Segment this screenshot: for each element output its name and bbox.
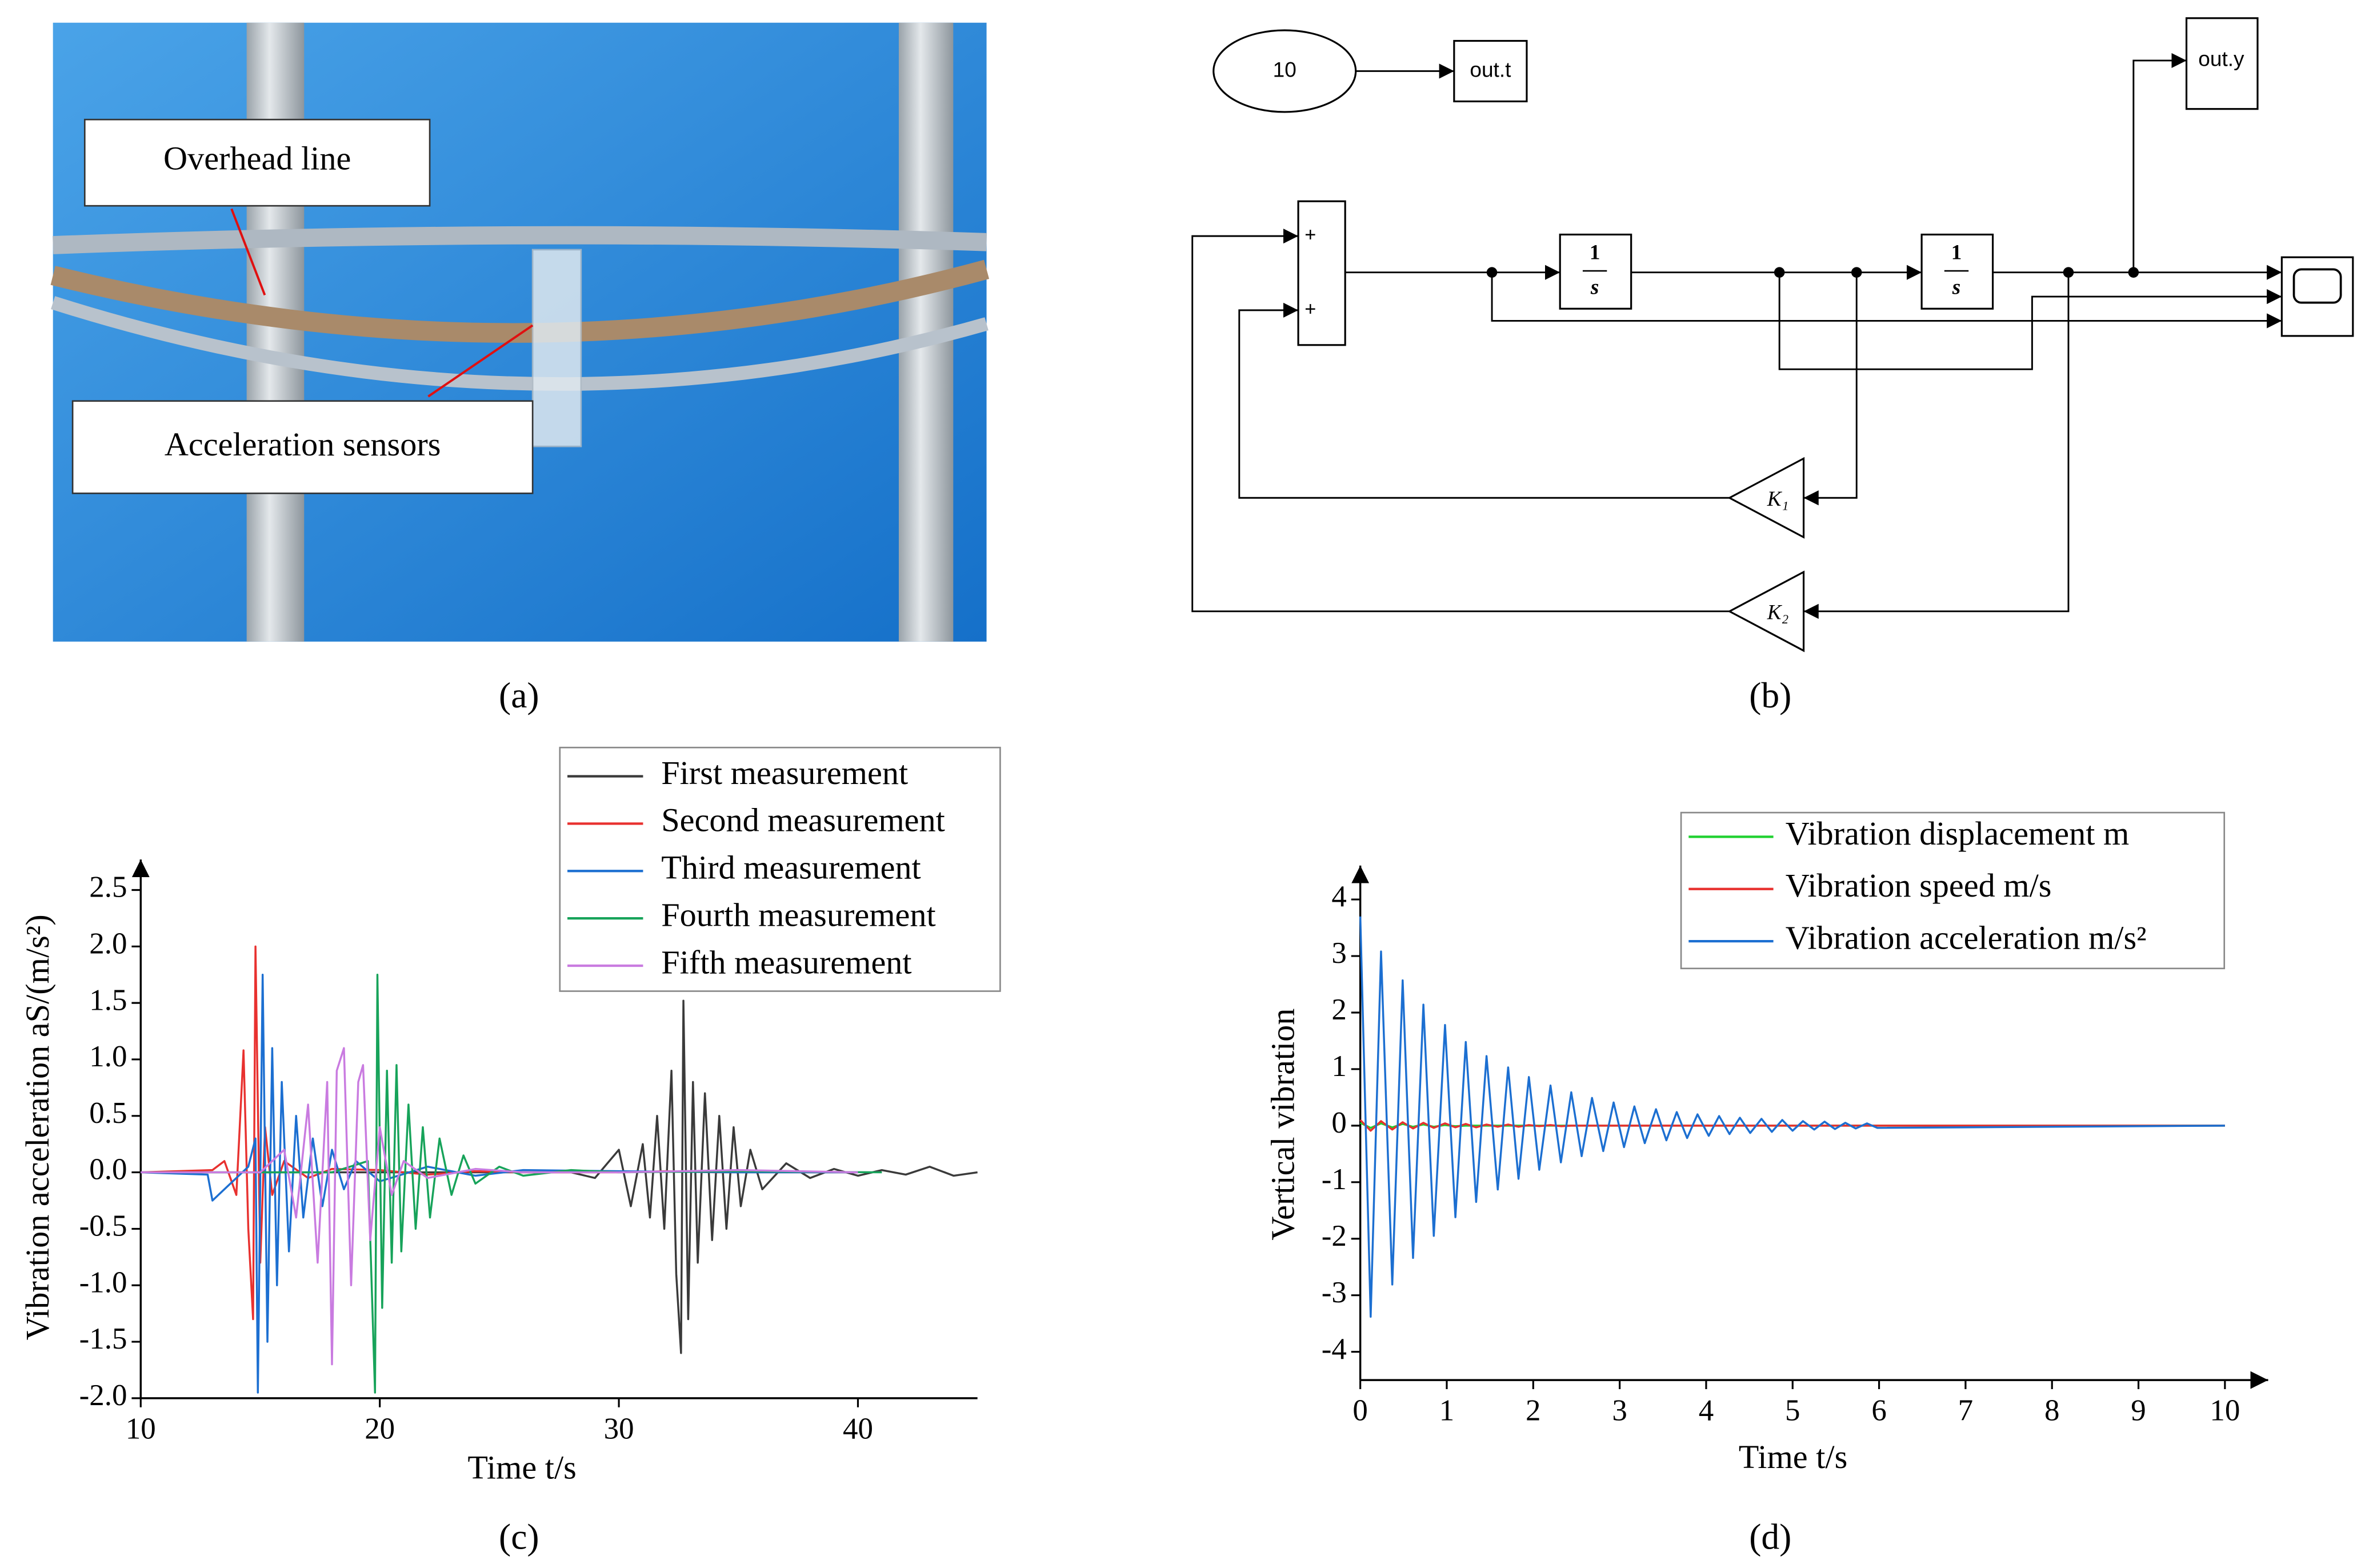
y-tick-label: 2 bbox=[1331, 993, 1346, 1026]
legend-box bbox=[559, 746, 1001, 992]
y-tick-label: 1.5 bbox=[89, 983, 127, 1017]
y-tick-label: 3 bbox=[1331, 937, 1346, 970]
constant-block: 10 bbox=[1273, 57, 1296, 81]
y-tick-label: -3 bbox=[1322, 1276, 1347, 1309]
data-line bbox=[141, 1047, 858, 1366]
gain-label: K₂ bbox=[1767, 601, 1789, 625]
y-tick-label: 4 bbox=[1331, 880, 1346, 913]
photo-label: Acceleration sensors bbox=[165, 426, 441, 463]
photo-label: Overhead line bbox=[163, 140, 351, 177]
legend-label: Third measurement bbox=[661, 849, 921, 886]
x-tick-label: 6 bbox=[1871, 1394, 1886, 1427]
x-tick-label: 3 bbox=[1612, 1394, 1627, 1427]
legend-label: First measurement bbox=[661, 754, 908, 791]
data-line bbox=[141, 974, 858, 1394]
x-tick-label: 4 bbox=[1699, 1394, 1714, 1427]
sum-sign: + bbox=[1304, 298, 1316, 320]
x-tick-label: 10 bbox=[2210, 1394, 2240, 1427]
legend-label: Vibration displacement m bbox=[1786, 815, 2130, 852]
y-tick-label: -0.5 bbox=[79, 1210, 127, 1243]
caption: (c) bbox=[499, 1516, 539, 1557]
y-tick-label: -2.0 bbox=[79, 1379, 127, 1412]
legend-label: Second measurement bbox=[661, 802, 945, 839]
block-diagram: 10 out.t out.y + + 1 s 1 s K₁ K₂ bbox=[1191, 17, 2354, 653]
x-tick-label: 30 bbox=[604, 1412, 634, 1445]
legend-box bbox=[1680, 811, 2226, 970]
x-tick-label: 20 bbox=[365, 1412, 395, 1445]
integrator-den: s bbox=[1952, 275, 1960, 299]
data-line bbox=[1359, 1119, 2225, 1132]
y-tick-label: -1.0 bbox=[79, 1266, 127, 1299]
x-tick-label: 7 bbox=[1958, 1394, 1973, 1427]
y-tick-label: 1.0 bbox=[89, 1040, 127, 1073]
x-tick-label: 8 bbox=[2044, 1394, 2059, 1427]
x-tick-label: 5 bbox=[1785, 1394, 1800, 1427]
data-line bbox=[141, 999, 978, 1354]
x-tick-label: 0 bbox=[1352, 1394, 1367, 1427]
caption: (a) bbox=[499, 675, 539, 715]
x-tick-label: 1 bbox=[1439, 1394, 1454, 1427]
output-block: out.y bbox=[2198, 47, 2244, 71]
integrator-num: 1 bbox=[1951, 241, 1962, 264]
legend-label: Vibration speed m/s bbox=[1786, 867, 2052, 904]
y-tick-label: -4 bbox=[1322, 1333, 1347, 1366]
x-tick-label: 2 bbox=[1526, 1394, 1540, 1427]
y-tick-label: -1 bbox=[1322, 1163, 1347, 1196]
data-line bbox=[141, 974, 882, 1394]
y-tick-label: 2.5 bbox=[89, 871, 127, 904]
y-tick-label: -2 bbox=[1322, 1219, 1347, 1253]
integrator-num: 1 bbox=[1590, 241, 1600, 264]
data-line bbox=[141, 945, 858, 1321]
y-axis-label: Vertical vibration bbox=[1264, 1009, 1301, 1241]
output-block: out.t bbox=[1470, 57, 1511, 81]
y-axis-label: Vibration acceleration aS/(m/s²) bbox=[19, 914, 56, 1340]
x-tick-label: 10 bbox=[126, 1412, 156, 1445]
legend-label: Fifth measurement bbox=[661, 943, 911, 981]
caption: (d) bbox=[1749, 1516, 1791, 1557]
legend-label: Fourth measurement bbox=[661, 897, 935, 934]
data-line bbox=[1359, 916, 2225, 1318]
y-tick-label: 0.5 bbox=[89, 1097, 127, 1130]
caption: (b) bbox=[1749, 675, 1791, 715]
legend-label: Vibration acceleration m/s² bbox=[1786, 919, 2147, 957]
x-axis-label: Time t/s bbox=[1739, 1438, 1847, 1475]
y-tick-label: 0 bbox=[1331, 1106, 1346, 1139]
y-tick-label: 2.0 bbox=[89, 927, 127, 960]
x-axis-label: Time t/s bbox=[467, 1449, 576, 1486]
photo: Overhead line Acceleration sensors bbox=[50, 22, 990, 642]
y-tick-label: -1.5 bbox=[79, 1322, 127, 1355]
integrator-den: s bbox=[1590, 275, 1599, 299]
y-tick-label: 1 bbox=[1331, 1050, 1346, 1083]
x-tick-label: 9 bbox=[2131, 1394, 2146, 1427]
sum-sign: + bbox=[1304, 224, 1316, 246]
gain-label: K₁ bbox=[1767, 487, 1789, 511]
x-tick-label: 40 bbox=[843, 1412, 873, 1445]
y-tick-label: 0.0 bbox=[89, 1153, 127, 1186]
